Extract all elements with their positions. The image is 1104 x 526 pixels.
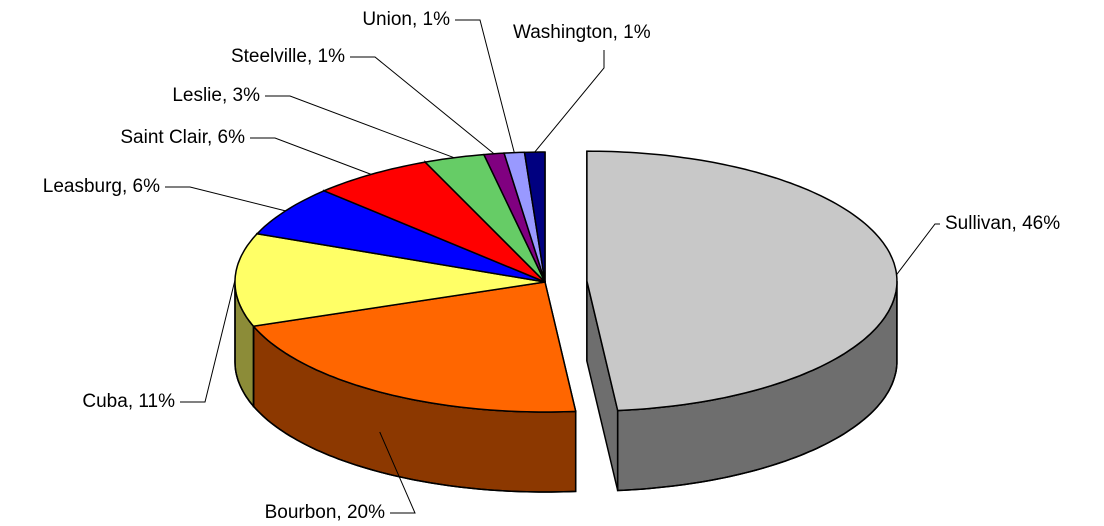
data-label: Cuba, 11%	[82, 391, 175, 412]
slice	[586, 150, 898, 412]
slice	[234, 232, 546, 328]
leader-line	[180, 279, 236, 403]
data-label: Sullivan, 46%	[945, 213, 1060, 234]
slice	[423, 153, 546, 283]
slice	[322, 161, 546, 283]
data-label: Saint Clair, 6%	[120, 127, 245, 148]
data-label: Steelville, 1%	[231, 46, 345, 67]
slice-shade	[586, 281, 618, 491]
leader-line	[165, 186, 286, 212]
data-label: Leasburg, 6%	[43, 176, 160, 197]
slice	[255, 189, 546, 283]
data-label: Bourbon, 20%	[265, 502, 386, 523]
data-label: Washington, 1%	[513, 22, 651, 43]
leader-line	[350, 56, 495, 155]
data-label: Leslie, 3%	[172, 85, 260, 106]
leader-line	[455, 19, 515, 153]
leader-line	[896, 223, 940, 275]
leader-line	[265, 95, 455, 159]
leader-line	[250, 137, 372, 175]
labels: Sullivan, 46% Bourbon, 20% Cuba, 11% Leasbu…	[43, 9, 1060, 523]
data-label: Union, 1%	[362, 9, 450, 30]
tops	[234, 150, 898, 413]
leader-line	[379, 431, 416, 514]
leader-line	[534, 50, 605, 153]
